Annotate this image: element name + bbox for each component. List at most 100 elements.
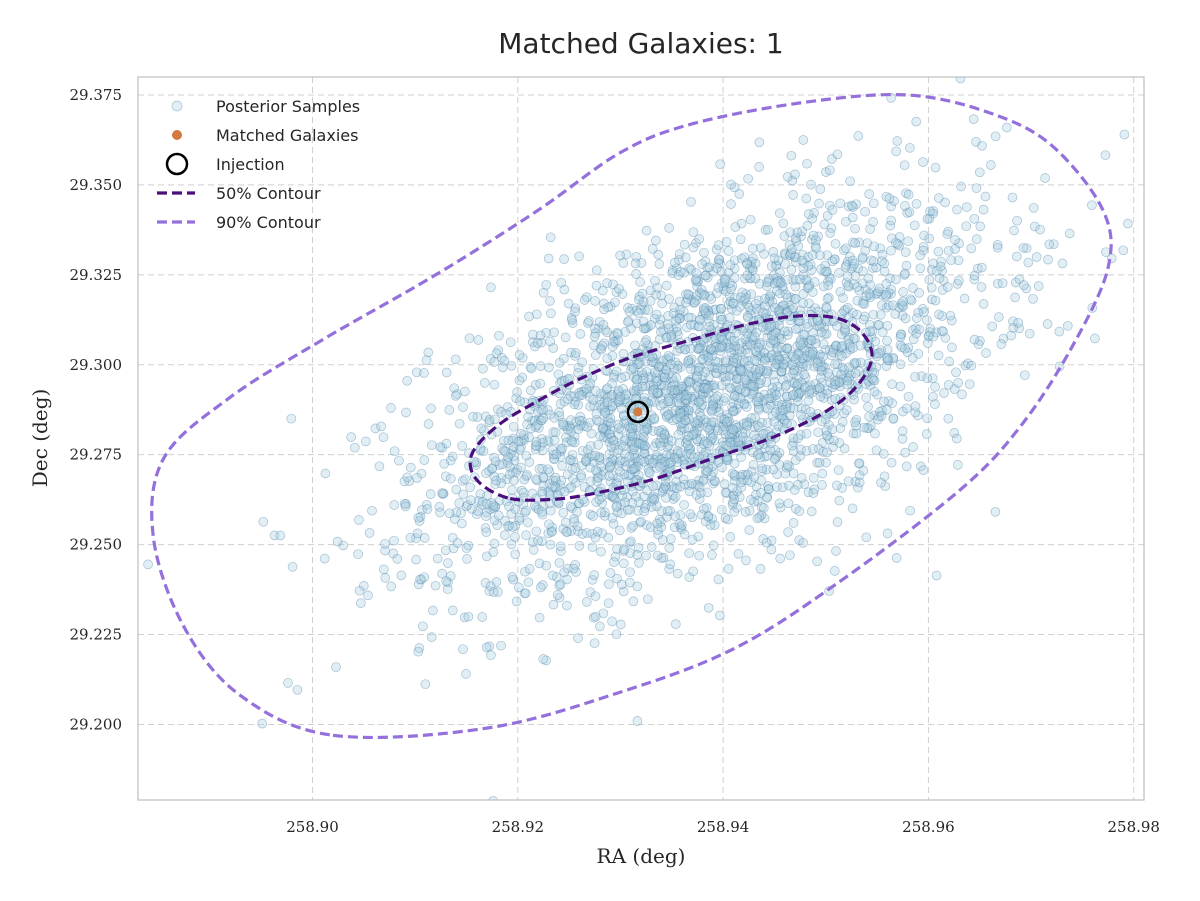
posterior-sample-point — [570, 559, 580, 570]
posterior-sample-point — [584, 381, 595, 392]
posterior-sample-point — [1033, 281, 1044, 291]
posterior-sample-point — [680, 395, 691, 405]
posterior-sample-point — [729, 506, 740, 517]
posterior-sample-point — [457, 475, 468, 486]
posterior-sample-point — [755, 303, 766, 314]
posterior-sample-point — [538, 413, 549, 423]
posterior-sample-point — [813, 361, 823, 371]
posterior-sample-point — [741, 289, 751, 300]
posterior-sample-point — [824, 165, 835, 176]
posterior-sample-point — [741, 299, 752, 310]
posterior-sample-point — [660, 430, 670, 441]
posterior-sample-point — [788, 437, 799, 448]
posterior-sample-point — [549, 327, 559, 338]
posterior-sample-point — [888, 414, 899, 424]
posterior-sample-point — [636, 516, 646, 527]
posterior-sample-point — [764, 321, 775, 332]
posterior-sample-point — [711, 403, 721, 413]
posterior-sample-point — [718, 437, 728, 447]
posterior-sample-point — [700, 379, 711, 390]
posterior-sample-point — [670, 453, 680, 464]
posterior-sample-point — [665, 449, 676, 460]
posterior-sample-point — [568, 473, 578, 484]
posterior-sample-point — [686, 295, 697, 305]
posterior-sample-point — [666, 382, 677, 392]
posterior-sample-point — [763, 484, 774, 494]
posterior-sample-point — [643, 454, 654, 465]
posterior-sample-point — [684, 480, 695, 491]
posterior-sample-point — [658, 398, 669, 409]
posterior-sample-point — [634, 291, 645, 302]
posterior-sample-point — [713, 457, 724, 468]
posterior-sample-point — [834, 377, 845, 388]
posterior-sample-point — [767, 392, 778, 402]
posterior-sample-point — [763, 224, 773, 235]
posterior-sample-point — [806, 352, 816, 362]
posterior-sample-point — [683, 289, 694, 299]
posterior-sample-point — [709, 363, 720, 373]
posterior-sample-point — [786, 150, 797, 161]
posterior-sample-point — [600, 426, 610, 437]
posterior-sample-point — [760, 354, 771, 364]
posterior-sample-point — [894, 240, 905, 251]
posterior-sample-point — [747, 371, 757, 381]
posterior-sample-point — [413, 579, 424, 590]
posterior-sample-point — [678, 390, 689, 401]
posterior-sample-point — [899, 160, 910, 171]
posterior-sample-point — [795, 387, 806, 398]
posterior-sample-point — [777, 405, 788, 415]
posterior-sample-point — [831, 341, 842, 351]
posterior-sample-point — [764, 293, 775, 304]
posterior-sample-point — [609, 331, 619, 341]
posterior-sample-point — [743, 312, 753, 323]
posterior-sample-point — [522, 469, 532, 480]
posterior-sample-point — [685, 343, 696, 354]
posterior-sample-point — [668, 388, 679, 398]
posterior-sample-point — [719, 479, 730, 489]
posterior-sample-point — [820, 362, 830, 373]
posterior-sample-point — [748, 459, 759, 470]
posterior-sample-point — [434, 502, 445, 512]
posterior-sample-point — [527, 537, 538, 547]
posterior-sample-point — [681, 435, 692, 445]
posterior-sample-point — [567, 503, 577, 513]
posterior-sample-point — [815, 350, 825, 360]
posterior-sample-point — [736, 253, 747, 264]
posterior-sample-point — [987, 321, 998, 332]
posterior-sample-point — [896, 329, 907, 340]
posterior-sample-point — [569, 517, 579, 527]
posterior-sample-point — [794, 347, 804, 357]
posterior-sample-point — [738, 295, 749, 306]
posterior-sample-point — [951, 433, 962, 444]
posterior-sample-point — [797, 362, 808, 372]
posterior-sample-point — [760, 443, 770, 454]
posterior-sample-point — [712, 363, 723, 373]
posterior-sample-point — [682, 391, 693, 402]
grid-lines — [138, 77, 1144, 800]
posterior-sample-point — [773, 255, 784, 266]
posterior-sample-point — [567, 318, 578, 328]
posterior-sample-point — [650, 275, 660, 286]
posterior-sample-point — [860, 284, 871, 295]
posterior-sample-point — [524, 564, 535, 574]
posterior-sample-point — [863, 376, 873, 386]
posterior-sample-point — [778, 284, 789, 295]
posterior-sample-point — [829, 435, 839, 446]
posterior-sample-point — [655, 400, 666, 411]
posterior-sample-point — [865, 279, 875, 290]
posterior-sample-point — [554, 580, 565, 591]
posterior-sample-point — [903, 342, 914, 353]
posterior-sample-point — [837, 351, 847, 361]
posterior-sample-point — [627, 438, 637, 449]
posterior-sample-point — [816, 377, 827, 388]
posterior-sample-point — [338, 540, 349, 551]
posterior-sample-point — [439, 458, 450, 469]
posterior-sample-point — [672, 390, 683, 401]
posterior-sample-point — [870, 336, 881, 347]
posterior-sample-point — [717, 335, 728, 345]
posterior-sample-point — [977, 140, 987, 151]
posterior-sample-point — [497, 459, 508, 469]
posterior-sample-point — [708, 399, 719, 410]
posterior-sample-point — [683, 431, 694, 441]
posterior-sample-point — [728, 425, 739, 436]
